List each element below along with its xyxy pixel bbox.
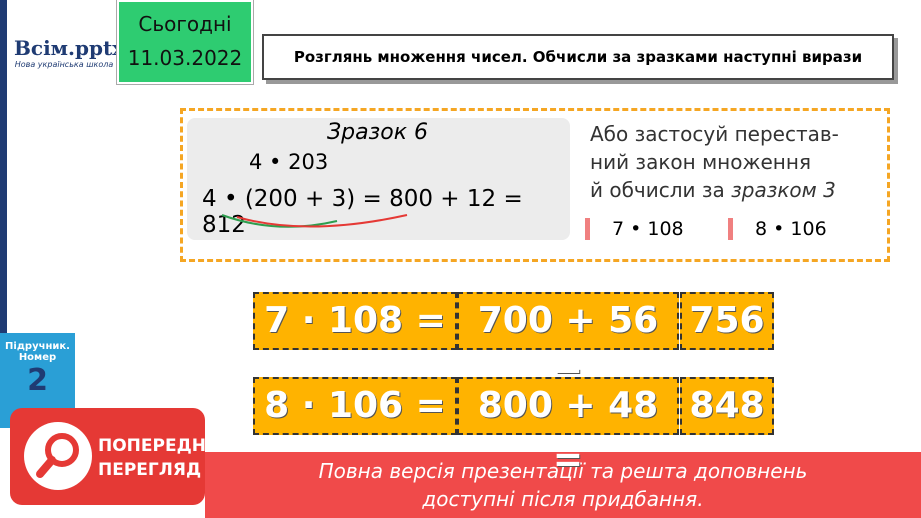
preview-line: ПОПЕРЕДНІЙ	[98, 436, 227, 456]
preview-badge: ПОПЕРЕДНІЙ ПЕРЕГЛЯД	[10, 408, 227, 505]
logo: Всім.pptx Нова українська школа	[14, 36, 125, 69]
hint-line: ний закон множення	[590, 150, 811, 174]
logo-tagline: Нова українська школа	[14, 60, 114, 69]
equation-cell: 800 + 48 =	[457, 377, 679, 480]
tasks: 7 • 108 8 • 106	[585, 218, 875, 240]
sample-box: Зразок 6 4 • 203 4 • (200 + 3) = 800 + 1…	[187, 118, 570, 240]
equation-cell: 700 + 56 =	[457, 292, 679, 395]
side-line: Номер	[18, 352, 57, 363]
underline-arc	[221, 214, 408, 228]
preview-line: ПЕРЕГЛЯД	[98, 460, 202, 480]
equation-cell: 756	[680, 292, 774, 350]
task: 7 • 108	[585, 218, 722, 240]
preview-text: ПОПЕРЕДНІЙ ПЕРЕГЛЯД	[98, 434, 227, 482]
side-number: 2	[27, 363, 48, 398]
equation-cell: 8 · 106 =	[253, 377, 457, 435]
hint: Або застосуй перестав- ний закон множенн…	[590, 120, 880, 204]
sample-expression: 4 • 203	[249, 150, 329, 174]
banner: Повна версія презентації та решта доповн…	[205, 452, 921, 518]
task: 8 • 106	[728, 218, 865, 240]
hint-line: й обчисли за зразком 3	[590, 176, 880, 204]
date-label: Сьогодні	[138, 12, 232, 36]
date-value: 11.03.2022	[127, 46, 243, 70]
hint-emphasis: зразком 3	[731, 178, 836, 202]
banner-line: Повна версія презентації та решта доповн…	[318, 459, 808, 483]
banner-line: доступні після придбання.	[422, 487, 704, 511]
hint-line: Або застосуй перестав-	[590, 122, 839, 146]
logo-brand: Всім.pptx	[14, 36, 125, 60]
hint-text: й обчисли за	[590, 178, 725, 202]
equation-cell: 7 · 108 =	[253, 292, 457, 350]
title: Розглянь множення чисел. Обчисли за зраз…	[262, 34, 894, 80]
date-box: Сьогодні 11.03.2022	[117, 0, 253, 84]
equation-cell: 848	[680, 377, 774, 435]
magnifier-icon	[24, 422, 92, 490]
sample-title: Зразок 6	[327, 120, 428, 145]
dashed-frame	[180, 108, 890, 262]
left-bar	[0, 0, 7, 335]
side-line: Підручник.	[5, 341, 70, 352]
